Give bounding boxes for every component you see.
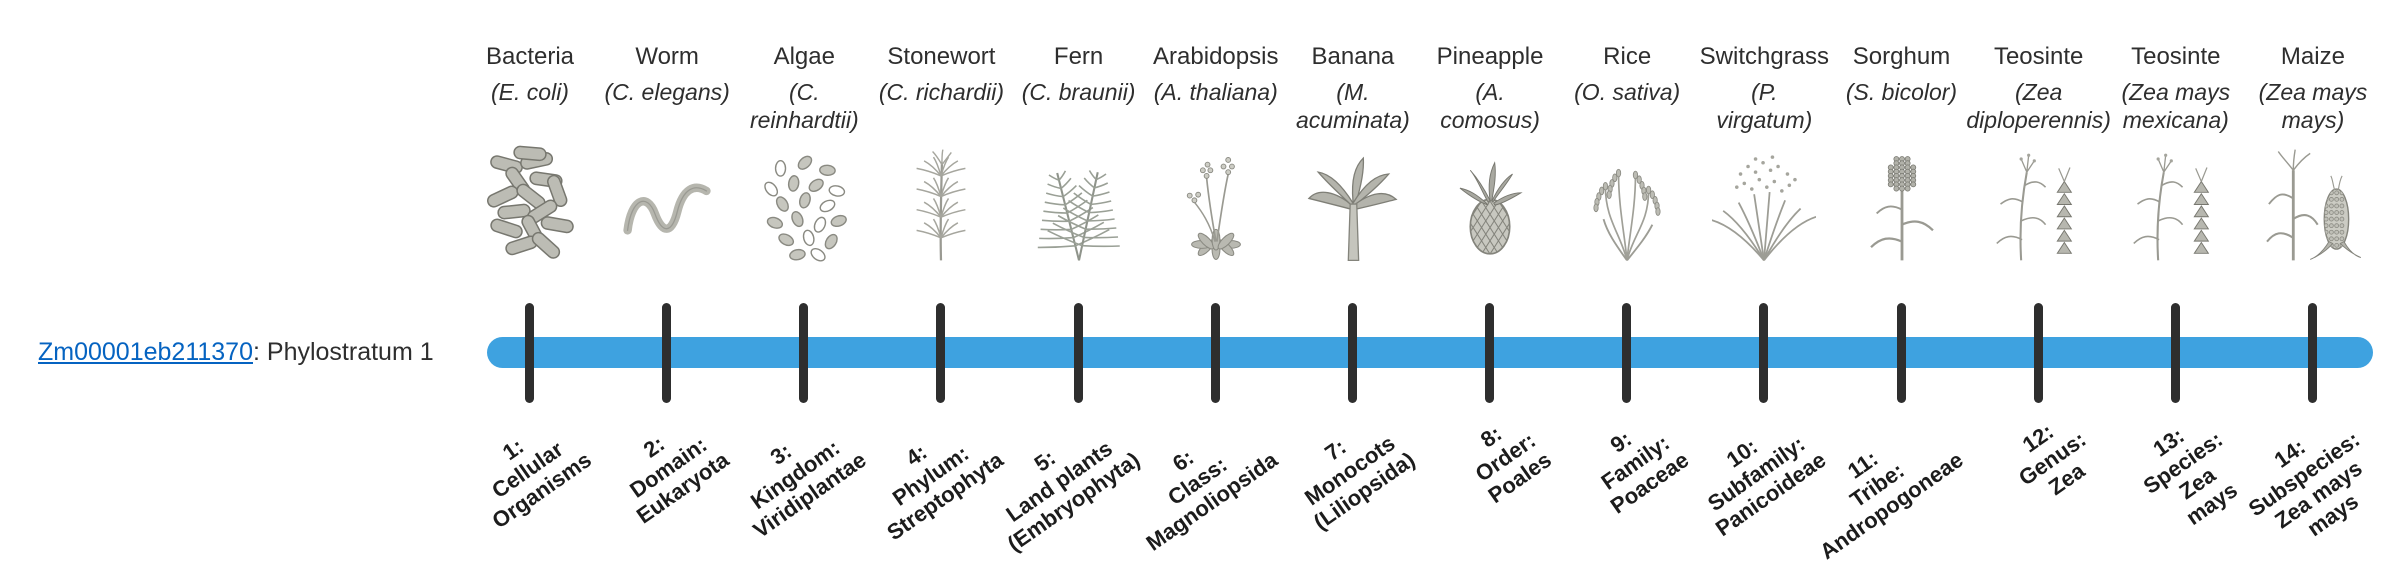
organism-scientific-name: (O. sativa) <box>1574 79 1681 105</box>
tick-mark <box>1210 303 1220 403</box>
organism-scientific-name: (C. elegans) <box>604 79 730 105</box>
organism-column: Teosinte (Zea mays mexicana) 13: Species… <box>2101 0 2251 580</box>
organism-common-name: Teosinte <box>1993 43 2084 70</box>
tick-mark <box>799 303 809 403</box>
tick-mark <box>1759 303 1769 403</box>
organism-header: Rice (O. sativa) <box>1552 42 1702 106</box>
algae-icon <box>744 136 864 266</box>
organism-scientific-name: (C. reinhardtii) <box>749 79 859 133</box>
organism-common-name: Arabidopsis <box>1153 43 1279 70</box>
stonewort-icon <box>881 136 1001 266</box>
tick-mark <box>1347 303 1357 403</box>
organism-column: Bacteria (E. coli) 1: Cellular Organisms <box>455 0 605 580</box>
banana-icon <box>1293 136 1413 266</box>
organism-scientific-name: (M. acuminata) <box>1296 79 1410 133</box>
organism-header: Pineapple (A. comosus) <box>1415 42 1565 134</box>
tick-mark <box>2170 303 2180 403</box>
fern-icon <box>1019 136 1139 266</box>
organism-scientific-name: (S. bicolor) <box>1845 79 1958 105</box>
organism-header: Stonewort (C. richardii) <box>866 42 1016 106</box>
organism-header: Bacteria (E. coli) <box>455 42 605 106</box>
tick-mark <box>1896 303 1906 403</box>
organism-common-name: Banana <box>1311 43 1395 70</box>
phylostratum-label: 4: Phylum: Streptophyta <box>881 439 1008 546</box>
organism-scientific-name: (Zea diploperennis) <box>1966 79 2111 133</box>
tick-mark <box>1485 303 1495 403</box>
organism-scientific-name: (C. braunii) <box>1021 79 1136 105</box>
organism-common-name: Sorghum <box>1852 43 1951 70</box>
organism-header: Banana (M. acuminata) <box>1278 42 1428 134</box>
organism-column: Arabidopsis (A. thaliana) 6: Class: Magn… <box>1141 0 1291 580</box>
gene-label: Zm00001eb211370: Phylostratum 1 <box>38 338 434 367</box>
teosinte-icon <box>1979 136 2099 266</box>
organism-column: Banana (M. acuminata) 7: Monocots (Lilio… <box>1278 0 1428 580</box>
organism-scientific-name: (Zea mays mays) <box>2258 79 2368 133</box>
organism-header: Worm (C. elegans) <box>592 42 742 106</box>
organism-header: Fern (C. braunii) <box>1004 42 1154 106</box>
organism-header: Switchgrass (P. virgatum) <box>1689 42 1839 134</box>
organism-header: Arabidopsis (A. thaliana) <box>1141 42 1291 106</box>
pineapple-icon <box>1430 136 1550 266</box>
organism-column: Worm (C. elegans) 2: Domain: Eukaryota <box>592 0 742 580</box>
phylostratum-label: 2: Domain: Eukaryota <box>624 430 734 529</box>
organism-common-name: Switchgrass <box>1699 43 1830 70</box>
gene-phylostratum-text: : Phylostratum 1 <box>253 338 434 366</box>
organism-scientific-name: (Zea mays mexicana) <box>2121 79 2231 133</box>
tick-mark <box>525 303 534 403</box>
organism-scientific-name: (C. richardii) <box>878 79 1005 105</box>
organism-common-name: Bacteria <box>485 43 575 70</box>
organism-header: Teosinte (Zea mays mexicana) <box>2101 42 2251 134</box>
organism-column: Rice (O. sativa) 9: Family: Poaceae <box>1552 0 1702 580</box>
worm-icon <box>607 136 727 266</box>
phylostratum-label: 13: Species: Zea mays <box>2139 422 2243 531</box>
organism-column: Switchgrass (P. virgatum) 10: Subfamily:… <box>1689 0 1839 580</box>
maize-icon <box>2253 136 2373 266</box>
organism-common-name: Teosinte <box>2131 43 2221 70</box>
phylostratum-label: 8: Order: Poales <box>1470 420 1557 509</box>
organism-common-name: Fern <box>1053 43 1104 70</box>
sorghum-icon <box>1842 136 1962 266</box>
organism-common-name: Stonewort <box>887 43 996 70</box>
teosinte-icon <box>2116 136 2236 266</box>
rice-icon <box>1567 136 1687 266</box>
organism-column: Algae (C. reinhardtii) 3: Kingdom: Virid… <box>729 0 879 580</box>
organism-common-name: Algae <box>773 43 835 70</box>
organism-header: Algae (C. reinhardtii) <box>729 42 879 134</box>
tick-mark <box>1622 303 1632 403</box>
organism-scientific-name: (P. virgatum) <box>1716 79 1813 133</box>
bacteria-icon <box>470 136 590 266</box>
organism-header: Teosinte (Zea diploperennis) <box>1964 42 2114 134</box>
arabidopsis-icon <box>1156 136 1276 266</box>
tick-mark <box>662 303 672 403</box>
organism-common-name: Pineapple <box>1436 43 1544 70</box>
organism-column: Sorghum (S. bicolor) 11: Tribe: Andropog… <box>1815 0 1977 580</box>
tick-mark <box>936 303 946 403</box>
phylostratum-label: 9: Family: Poaceae <box>1596 426 1694 519</box>
organism-common-name: Maize <box>2280 43 2345 70</box>
tick-mark <box>2033 303 2043 403</box>
organism-header: Maize (Zea mays mays) <box>2238 42 2388 134</box>
organism-column: Maize (Zea mays mays) 14: Subspecies: Ze… <box>2238 0 2388 580</box>
organism-column: Fern (C. braunii) 5: Land plants (Embryo… <box>1002 0 1154 580</box>
organism-column: Stonewort (C. richardii) 4: Phylum: Stre… <box>866 0 1016 580</box>
phylostratum-label: 7: Monocots (Liliopsida) <box>1299 430 1419 535</box>
tick-mark <box>1073 303 1083 403</box>
organism-column: Teosinte (Zea diploperennis) 12: Genus: … <box>1964 0 2114 580</box>
organism-common-name: Worm <box>635 43 699 70</box>
organism-header: Sorghum (S. bicolor) <box>1827 42 1977 106</box>
organism-column: Pineapple (A. comosus) 8: Order: Poales <box>1415 0 1565 580</box>
phylostratum-label: 3: Kingdom: Viridiplantae <box>745 434 871 543</box>
switchgrass-icon <box>1704 136 1824 266</box>
phylostratum-label: 12: Genus: Zea <box>2013 418 2091 501</box>
organism-scientific-name: (E. coli) <box>491 79 569 105</box>
gene-link[interactable]: Zm00001eb211370 <box>38 338 253 366</box>
organism-common-name: Rice <box>1603 43 1652 70</box>
tick-mark <box>2307 303 2317 403</box>
phylostratum-label: 14: Subspecies: Zea mays mays <box>2244 426 2367 542</box>
organism-scientific-name: (A. thaliana) <box>1153 79 1278 105</box>
phylostratum-label: 1: Cellular Organisms <box>487 433 597 534</box>
organism-scientific-name: (A. comosus) <box>1440 79 1540 133</box>
